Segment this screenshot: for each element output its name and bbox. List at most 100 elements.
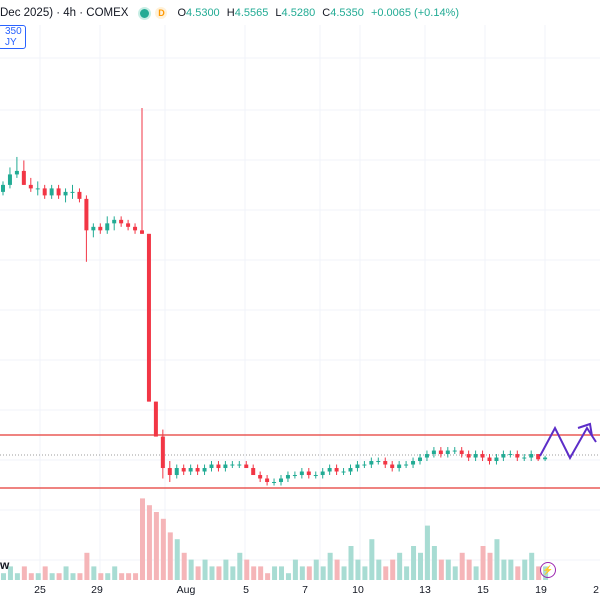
volume-bar: [362, 566, 368, 580]
symbol-title[interactable]: Dec 2025) · 4h · COMEX: [0, 7, 129, 19]
candle-body: [438, 450, 443, 455]
tradingview-logo-icon[interactable]: w: [0, 558, 10, 572]
volume-bar: [390, 559, 396, 580]
candle: [146, 233, 151, 402]
x-tick-label: 5: [243, 584, 249, 596]
candle-body: [230, 464, 235, 466]
candle: [529, 450, 534, 462]
candle-body: [91, 226, 96, 231]
candle: [174, 464, 179, 479]
candle: [279, 475, 283, 486]
candle-body: [515, 454, 520, 458]
volume-bar: [258, 566, 264, 580]
candle-body: [1, 184, 5, 192]
candle-body: [292, 475, 297, 477]
candle-body: [536, 454, 541, 460]
candle: [404, 461, 409, 469]
volume-bar: [160, 518, 166, 580]
volume-bar: [487, 552, 493, 580]
candle: [348, 464, 353, 476]
candle: [299, 468, 304, 479]
volume-bar: [431, 546, 437, 580]
symbol-header: Dec 2025) · 4h · COMEX D O4.5300 H4.5565…: [0, 5, 463, 21]
volume-bar: [70, 573, 76, 580]
x-tick-label: Aug: [177, 584, 196, 596]
volume-bar: [418, 552, 423, 580]
volume-bar: [466, 559, 472, 580]
candle-body: [153, 401, 158, 437]
delayed-data-badge[interactable]: D: [155, 7, 168, 19]
close-key: C: [322, 7, 331, 19]
candle-body: [390, 464, 395, 469]
volume-bar: [7, 566, 13, 580]
candle: [466, 450, 471, 462]
candle: [244, 461, 249, 469]
candle: [167, 461, 172, 482]
market-open-dot-icon[interactable]: [138, 6, 152, 20]
x-axis-ticks: 25 29 Aug 5 7 10 13 15 19 2: [34, 584, 599, 596]
volume-bar: [14, 573, 20, 580]
candle: [1, 181, 5, 196]
candle-body: [522, 457, 527, 459]
x-tick-label: 19: [535, 584, 547, 596]
candle: [91, 223, 96, 238]
candle-body: [320, 471, 325, 476]
price-label-box[interactable]: 350 JY: [0, 25, 26, 49]
volume-bar: [306, 566, 312, 580]
candle-body: [216, 464, 221, 469]
volume-bar: [383, 566, 389, 580]
candle-body: [209, 464, 214, 469]
volume-bar: [348, 546, 354, 580]
chart-grid: [0, 25, 600, 580]
candle: [98, 223, 103, 234]
volume-bar: [334, 559, 340, 580]
candle: [355, 461, 360, 472]
candle-body: [14, 170, 19, 175]
change-value: +0.0065 (+0.14%): [370, 7, 460, 19]
volume-bar: [452, 566, 458, 580]
candle: [28, 177, 33, 192]
lightning-icon[interactable]: ⚡: [540, 562, 556, 578]
candle-body: [362, 464, 367, 466]
candle: [49, 184, 54, 199]
candle: [14, 156, 19, 178]
candle: [438, 447, 443, 458]
candle: [292, 471, 297, 479]
candle: [445, 447, 450, 458]
volume-bar: [265, 573, 271, 580]
candle-body: [112, 219, 117, 224]
candle-body: [306, 471, 311, 476]
candle-body: [348, 468, 353, 472]
candle: [63, 188, 68, 203]
price-label-line1: 350: [5, 26, 22, 37]
candle: [119, 216, 124, 227]
candle: [376, 457, 381, 465]
candle-body: [543, 457, 548, 460]
volume-bar: [35, 573, 41, 580]
candle-body: [202, 468, 207, 472]
volume-bar: [397, 552, 403, 580]
low-key: L: [275, 7, 282, 19]
candle-body: [411, 461, 416, 465]
volume-bar: [404, 566, 410, 580]
volume-bar: [202, 559, 208, 580]
candle-body: [431, 450, 436, 455]
volume-bar: [299, 566, 305, 580]
candle-body: [369, 461, 374, 465]
projection-zigzag-path[interactable]: [539, 425, 597, 461]
volume-bar: [91, 566, 97, 580]
candle: [202, 464, 207, 476]
volume-bar: [209, 566, 215, 580]
volume-bar: [133, 573, 139, 580]
candle: [251, 464, 256, 476]
volume-bar: [515, 566, 521, 580]
volume-bar: [313, 559, 319, 580]
x-tick-label: 13: [419, 584, 431, 596]
volume-bar: [285, 573, 291, 580]
candle: [258, 471, 263, 482]
ohlc-readout: O4.5300 H4.5565 L4.5280 C4.5350 +0.0065 …: [177, 7, 463, 19]
volume-bar: [1, 573, 6, 580]
candle: [313, 471, 318, 479]
volume-bar: [320, 566, 326, 580]
